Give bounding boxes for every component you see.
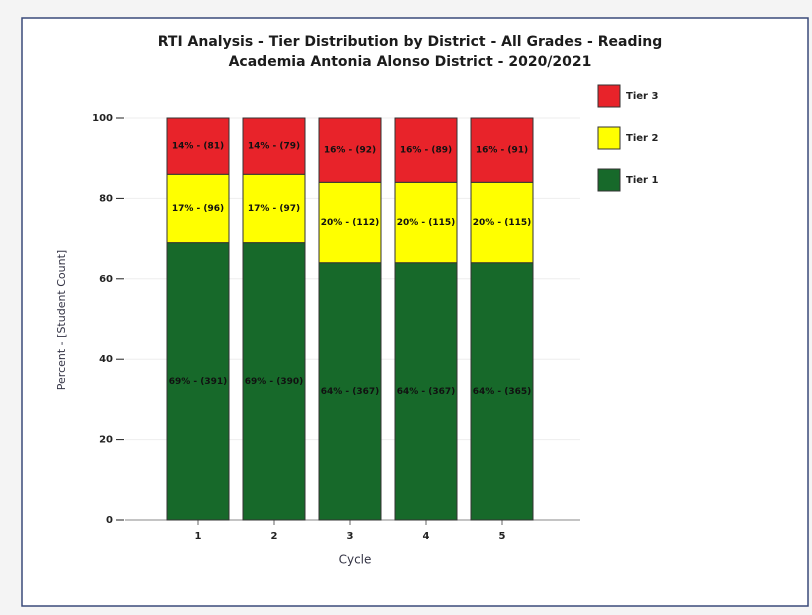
bar-segment [242, 242, 306, 521]
x-axis-label: Cycle [339, 553, 372, 567]
chart-subtitle: Academia Antonia Alonso District - 2020/… [229, 54, 592, 70]
x-tick-label: 2 [271, 531, 278, 542]
value-label: 17% - (97) [248, 204, 300, 214]
bar-segment [318, 181, 382, 264]
value-label: 64% - (367) [321, 387, 380, 397]
value-label: 16% - (91) [476, 146, 528, 156]
value-label: 64% - (367) [397, 387, 456, 397]
bar-segment [242, 173, 306, 244]
x-tick-label: 3 [347, 531, 354, 542]
bar-segment [470, 262, 534, 521]
value-label: 69% - (391) [169, 377, 228, 387]
legend-swatch [597, 126, 621, 150]
y-tick-label: 20 [99, 435, 113, 446]
bar-segment [166, 117, 230, 175]
bar-segment [242, 117, 306, 175]
y-tick-label: 40 [99, 354, 113, 365]
y-tick-label: 80 [99, 193, 113, 204]
legend-label: Tier 1 [626, 175, 658, 186]
value-label: 14% - (79) [248, 142, 300, 152]
value-label: 20% - (115) [397, 218, 456, 228]
value-label: 20% - (115) [473, 218, 532, 228]
value-label: 17% - (96) [172, 204, 224, 214]
value-label: 20% - (112) [321, 218, 380, 228]
y-axis-label: Percent - [Student Count] [55, 250, 68, 390]
value-label: 16% - (89) [400, 146, 452, 156]
x-tick-label: 4 [423, 531, 430, 542]
legend-swatch [597, 168, 621, 192]
bar-segment [166, 173, 230, 244]
bar-segment [470, 117, 534, 183]
x-tick-label: 1 [195, 531, 202, 542]
x-tick-label: 5 [499, 531, 506, 542]
legend-label: Tier 2 [626, 133, 658, 144]
value-label: 16% - (92) [324, 146, 376, 156]
bar-segment [166, 242, 230, 521]
legend-swatch [597, 84, 621, 108]
value-label: 14% - (81) [172, 142, 224, 152]
y-tick-label: 60 [99, 274, 113, 285]
bar-segment [394, 262, 458, 521]
bar-segment [318, 262, 382, 521]
bar-segment [318, 117, 382, 183]
y-tick-label: 100 [92, 113, 113, 124]
legend-label: Tier 3 [626, 91, 658, 102]
bar-segment [394, 181, 458, 264]
bar-segment [470, 181, 534, 264]
bar-segment [394, 117, 458, 183]
y-tick-label: 0 [106, 515, 113, 526]
chart-title: RTI Analysis - Tier Distribution by Dist… [158, 34, 663, 50]
value-label: 64% - (365) [473, 387, 532, 397]
value-label: 69% - (390) [245, 377, 304, 387]
